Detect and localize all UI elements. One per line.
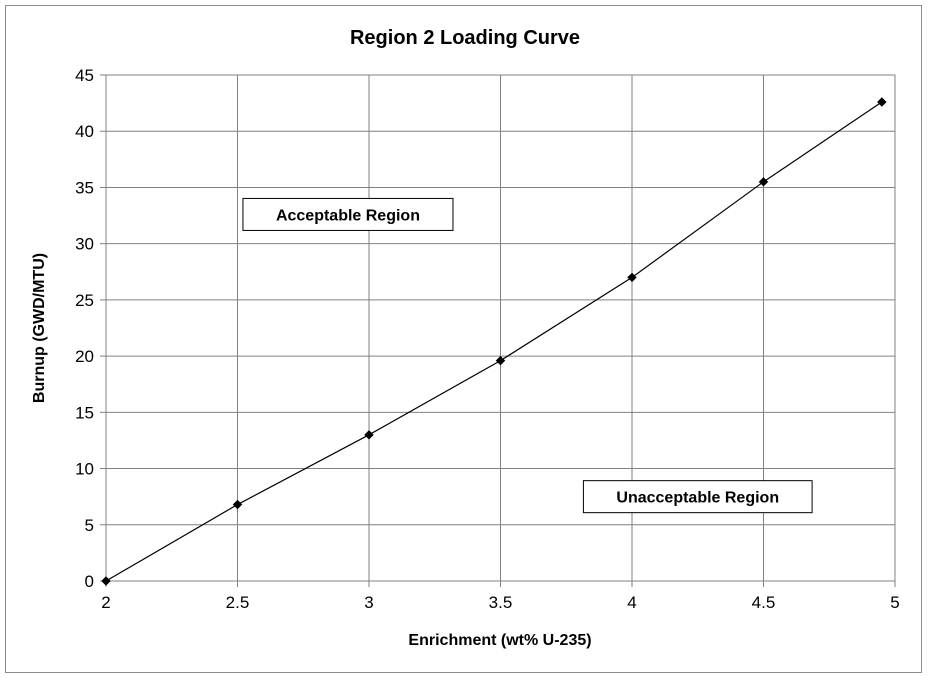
chart-title: Region 2 Loading Curve bbox=[350, 27, 580, 49]
x-tick-label: 2 bbox=[101, 593, 110, 612]
region-label-text: Unacceptable Region bbox=[616, 490, 779, 507]
y-axis-label: Burnup (GWD/MTU) bbox=[31, 253, 48, 403]
y-tick-label: 35 bbox=[75, 178, 94, 197]
y-tick-label: 30 bbox=[75, 235, 94, 254]
axes bbox=[100, 74, 896, 587]
region-label: Acceptable Region bbox=[242, 197, 454, 231]
data-point bbox=[495, 355, 506, 366]
x-tick-label: 3 bbox=[364, 593, 373, 612]
chart-frame bbox=[5, 5, 922, 673]
x-axis-label: Enrichment (wt% U-235) bbox=[408, 632, 591, 649]
x-tick-label: 4.5 bbox=[752, 593, 776, 612]
data-point bbox=[101, 576, 111, 586]
y-tick-label: 10 bbox=[75, 460, 94, 479]
data-point bbox=[877, 97, 887, 107]
region-label-box bbox=[242, 197, 454, 231]
y-tick-label: 45 bbox=[75, 66, 94, 85]
y-tick-label: 15 bbox=[75, 403, 94, 422]
region-label-box bbox=[582, 480, 813, 514]
tick-labels: 2 2.5 3 3.5 4 4.5 5 0 5 10 15 20 25 30 35 40 45 bbox=[75, 66, 900, 612]
y-tick-label: 20 bbox=[75, 347, 94, 366]
x-tick-label: 4 bbox=[627, 593, 636, 612]
data-point bbox=[232, 499, 243, 510]
region-label-text: Acceptable Region bbox=[276, 207, 420, 224]
y-tick-label: 40 bbox=[75, 122, 94, 141]
y-tick-label: 5 bbox=[85, 516, 94, 535]
region-label: Unacceptable Region bbox=[582, 480, 813, 514]
data-point bbox=[364, 430, 374, 440]
x-tick-label: 5 bbox=[890, 593, 899, 612]
data-point bbox=[627, 272, 637, 283]
data-point bbox=[758, 177, 769, 187]
annotations: Acceptable Region Unacceptable Region bbox=[242, 197, 813, 514]
series bbox=[101, 97, 887, 586]
x-tick-label: 3.5 bbox=[489, 593, 513, 612]
y-tick-label: 25 bbox=[75, 291, 94, 310]
x-tick-label: 2.5 bbox=[226, 593, 250, 612]
y-tick-label: 0 bbox=[85, 572, 94, 591]
